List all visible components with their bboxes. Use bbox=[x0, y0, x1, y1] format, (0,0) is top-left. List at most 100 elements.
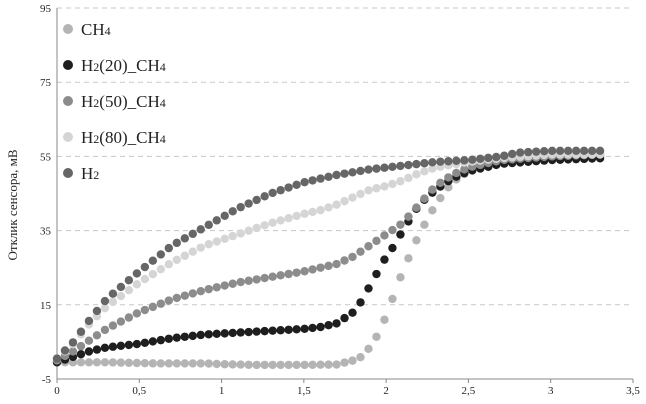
data-point bbox=[388, 162, 397, 172]
legend-item: CH4 bbox=[63, 20, 111, 39]
data-point bbox=[324, 360, 333, 369]
data-point bbox=[52, 354, 62, 363]
data-point bbox=[116, 341, 126, 351]
data-point bbox=[156, 335, 166, 345]
data-point bbox=[172, 359, 181, 368]
y-tick-label: 15 bbox=[40, 300, 52, 312]
data-point bbox=[356, 298, 365, 307]
data-point bbox=[316, 174, 325, 183]
data-point bbox=[100, 296, 110, 306]
data-point bbox=[148, 359, 158, 368]
data-point bbox=[172, 238, 181, 248]
data-point bbox=[428, 158, 437, 167]
data-point bbox=[244, 199, 253, 208]
data-point bbox=[324, 203, 333, 212]
data-point bbox=[268, 218, 277, 227]
data-point bbox=[100, 303, 110, 313]
data-point bbox=[539, 147, 549, 156]
data-point bbox=[252, 223, 261, 233]
data-point bbox=[316, 205, 325, 215]
data-point bbox=[388, 243, 397, 253]
data-point bbox=[164, 359, 174, 368]
data-point bbox=[324, 261, 333, 271]
data-point bbox=[404, 173, 413, 183]
data-point bbox=[188, 331, 197, 341]
series-1 bbox=[52, 154, 605, 367]
y-tick-label: 35 bbox=[40, 226, 52, 238]
series-4 bbox=[52, 146, 605, 363]
data-point bbox=[484, 153, 493, 163]
data-point bbox=[396, 177, 405, 186]
data-point bbox=[260, 360, 269, 370]
legend-marker bbox=[63, 168, 73, 178]
data-point bbox=[300, 267, 309, 276]
y-tick-label: 95 bbox=[40, 3, 52, 15]
data-point bbox=[228, 360, 237, 369]
data-point bbox=[236, 328, 245, 337]
data-point bbox=[124, 276, 134, 285]
data-point bbox=[452, 168, 461, 178]
data-point bbox=[196, 359, 205, 368]
data-point bbox=[396, 220, 405, 229]
data-point bbox=[172, 255, 181, 265]
series-3 bbox=[52, 150, 605, 363]
data-point bbox=[372, 164, 381, 173]
data-point bbox=[220, 360, 229, 369]
data-point bbox=[212, 283, 221, 292]
data-point bbox=[188, 359, 197, 368]
data-point bbox=[156, 264, 166, 274]
data-point bbox=[236, 277, 245, 287]
legend-marker bbox=[63, 132, 73, 142]
data-point bbox=[236, 202, 245, 212]
data-point bbox=[196, 225, 205, 234]
data-point bbox=[76, 350, 86, 359]
y-tick-label: 55 bbox=[40, 151, 52, 163]
data-point bbox=[260, 192, 269, 201]
legend-label: H2(50)_CH4 bbox=[81, 92, 166, 111]
data-point bbox=[276, 216, 285, 225]
data-point bbox=[252, 327, 261, 336]
data-point bbox=[252, 360, 261, 370]
data-point bbox=[292, 180, 301, 190]
data-point bbox=[204, 220, 213, 230]
data-point bbox=[156, 359, 166, 368]
data-point bbox=[316, 322, 325, 332]
data-point bbox=[348, 168, 357, 177]
data-point bbox=[148, 337, 158, 346]
data-point bbox=[444, 183, 453, 192]
x-tick-label: 3 bbox=[548, 385, 554, 397]
data-point bbox=[300, 209, 309, 218]
data-point bbox=[428, 164, 437, 173]
data-point bbox=[228, 207, 237, 216]
data-point bbox=[196, 286, 205, 296]
data-point bbox=[364, 186, 373, 195]
data-point bbox=[228, 328, 237, 338]
data-point bbox=[196, 243, 205, 252]
data-point bbox=[444, 157, 453, 166]
data-point bbox=[220, 211, 229, 221]
y-tick-label: 75 bbox=[40, 77, 52, 89]
data-point bbox=[68, 338, 78, 347]
data-point bbox=[524, 147, 533, 157]
data-point bbox=[84, 347, 94, 356]
data-point bbox=[396, 273, 405, 282]
data-point bbox=[244, 226, 253, 235]
data-point bbox=[180, 291, 189, 300]
data-point bbox=[531, 147, 541, 156]
data-point bbox=[212, 329, 221, 339]
data-point bbox=[420, 159, 429, 168]
data-point bbox=[364, 344, 373, 354]
data-point bbox=[108, 342, 118, 351]
data-point bbox=[84, 336, 94, 345]
data-point bbox=[124, 340, 134, 350]
data-point bbox=[412, 170, 421, 179]
series-2 bbox=[52, 150, 605, 365]
data-point bbox=[68, 347, 78, 356]
legend-item: H2(50)_CH4 bbox=[63, 92, 166, 111]
data-point bbox=[108, 297, 118, 307]
data-point bbox=[124, 285, 134, 295]
y-tick-label: -5 bbox=[42, 374, 52, 386]
data-point bbox=[284, 325, 293, 334]
data-point bbox=[212, 359, 221, 369]
data-point bbox=[212, 216, 221, 225]
